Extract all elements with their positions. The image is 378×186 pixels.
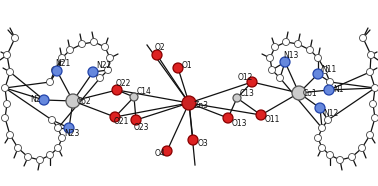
Circle shape	[59, 54, 65, 62]
Text: O3: O3	[198, 139, 209, 147]
Circle shape	[104, 67, 112, 73]
Circle shape	[280, 57, 290, 67]
Circle shape	[107, 54, 113, 62]
Circle shape	[367, 132, 373, 139]
Circle shape	[314, 54, 322, 62]
Text: N13: N13	[283, 51, 298, 60]
Text: O1: O1	[182, 60, 193, 70]
Circle shape	[64, 123, 74, 133]
Circle shape	[319, 124, 325, 132]
Circle shape	[367, 68, 373, 76]
Circle shape	[233, 94, 241, 102]
Circle shape	[48, 116, 56, 124]
Text: O12: O12	[238, 73, 253, 81]
Circle shape	[37, 156, 43, 163]
Text: N23: N23	[64, 129, 79, 139]
Circle shape	[66, 94, 80, 108]
Circle shape	[349, 153, 355, 161]
Text: C14: C14	[137, 87, 152, 97]
Circle shape	[223, 113, 233, 123]
Circle shape	[372, 84, 378, 92]
Circle shape	[292, 86, 306, 100]
Text: O11: O11	[265, 115, 280, 124]
Text: N22: N22	[96, 60, 111, 70]
Circle shape	[110, 112, 120, 122]
Circle shape	[79, 41, 85, 47]
Circle shape	[3, 100, 11, 108]
Circle shape	[14, 145, 22, 152]
Circle shape	[11, 34, 19, 41]
Circle shape	[67, 46, 73, 54]
Circle shape	[271, 44, 279, 51]
Circle shape	[3, 52, 11, 59]
Text: O4: O4	[155, 150, 166, 158]
Circle shape	[188, 135, 198, 145]
Circle shape	[173, 63, 183, 73]
Circle shape	[88, 67, 98, 77]
Circle shape	[322, 67, 328, 73]
Text: Co2: Co2	[77, 97, 91, 105]
Circle shape	[96, 75, 104, 81]
Circle shape	[2, 84, 8, 92]
Circle shape	[315, 103, 325, 113]
Circle shape	[327, 152, 333, 158]
Text: O13: O13	[232, 118, 248, 127]
Circle shape	[51, 67, 59, 73]
Circle shape	[112, 85, 122, 95]
Circle shape	[367, 52, 375, 59]
Circle shape	[54, 124, 62, 132]
Circle shape	[256, 110, 266, 120]
Circle shape	[59, 134, 65, 142]
Circle shape	[372, 115, 378, 121]
Circle shape	[266, 54, 274, 62]
Text: O2: O2	[155, 44, 166, 52]
Text: C13: C13	[240, 89, 255, 97]
Circle shape	[358, 145, 366, 152]
Text: N12: N12	[323, 108, 338, 118]
Circle shape	[319, 145, 325, 152]
Circle shape	[307, 46, 313, 54]
Circle shape	[324, 85, 334, 95]
Circle shape	[39, 95, 49, 105]
Circle shape	[268, 67, 276, 73]
Text: N11: N11	[321, 65, 336, 73]
Circle shape	[25, 153, 31, 161]
Circle shape	[294, 41, 302, 47]
Circle shape	[52, 66, 62, 76]
Circle shape	[327, 78, 333, 86]
Text: Co1: Co1	[303, 89, 318, 97]
Circle shape	[247, 77, 257, 87]
Circle shape	[162, 146, 172, 156]
Text: N1: N1	[333, 86, 344, 94]
Circle shape	[152, 50, 162, 60]
Circle shape	[102, 44, 108, 51]
Text: N2: N2	[30, 95, 40, 105]
Text: Zn3: Zn3	[194, 100, 209, 110]
Circle shape	[131, 115, 141, 125]
Circle shape	[2, 115, 8, 121]
Circle shape	[46, 152, 54, 158]
Text: O23: O23	[134, 123, 150, 132]
Circle shape	[46, 78, 54, 86]
Circle shape	[90, 39, 98, 46]
Text: O22: O22	[116, 78, 132, 87]
Circle shape	[6, 132, 14, 139]
Circle shape	[182, 96, 196, 110]
Circle shape	[130, 93, 138, 101]
Circle shape	[370, 100, 376, 108]
Circle shape	[324, 116, 332, 124]
Circle shape	[6, 68, 14, 76]
Circle shape	[54, 145, 62, 152]
Text: O21: O21	[114, 118, 129, 126]
Circle shape	[282, 39, 290, 46]
Circle shape	[314, 134, 322, 142]
Circle shape	[276, 75, 284, 81]
Circle shape	[336, 156, 344, 163]
Text: N21: N21	[55, 60, 70, 68]
Circle shape	[313, 69, 323, 79]
Circle shape	[359, 34, 367, 41]
